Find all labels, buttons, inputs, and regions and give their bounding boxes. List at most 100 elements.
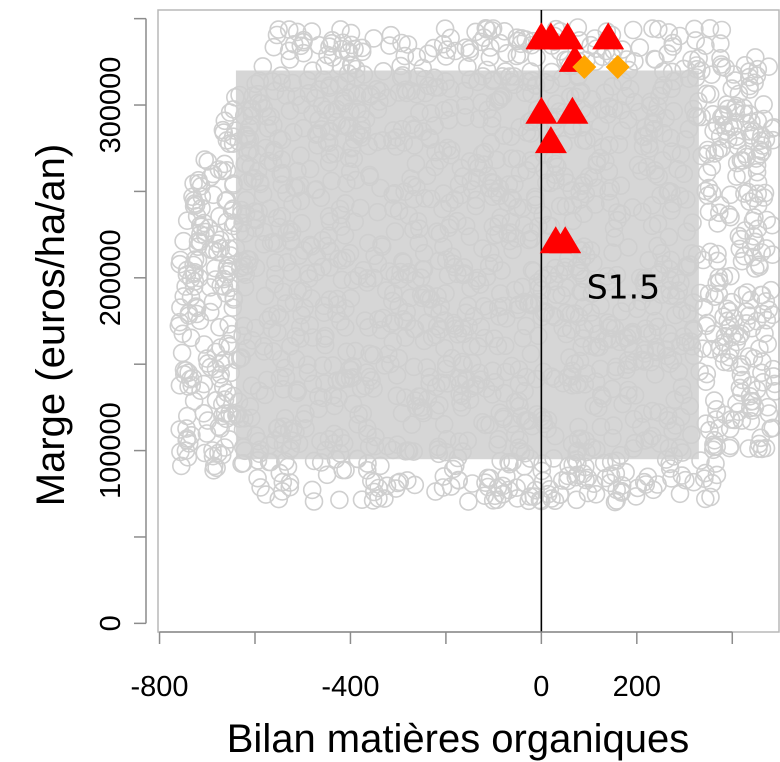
background-point: [436, 47, 456, 66]
background-point: [749, 434, 769, 454]
background-point: [711, 34, 730, 53]
background-point: [600, 473, 620, 493]
background-point: [177, 419, 196, 438]
background-point: [203, 292, 223, 312]
background-point: [584, 474, 604, 494]
background-point: [763, 130, 780, 150]
background-point: [721, 185, 740, 205]
background-point: [322, 33, 342, 53]
background-point: [682, 50, 701, 70]
background-point: [407, 47, 427, 67]
background-point: [762, 215, 780, 235]
background-point: [197, 424, 217, 443]
background-point-core: [235, 70, 699, 460]
background-point: [710, 127, 730, 146]
background-point: [763, 418, 780, 438]
background-point: [357, 460, 377, 480]
background-point: [270, 463, 290, 483]
background-point: [375, 489, 394, 508]
background-point: [187, 298, 207, 318]
background-point: [727, 394, 746, 413]
background-point: [211, 276, 230, 296]
background-point: [765, 374, 780, 394]
background-point: [171, 442, 190, 462]
background-point: [578, 468, 598, 488]
x-tick-label: 200: [613, 671, 661, 703]
background-point: [754, 95, 773, 114]
background-point: [659, 23, 679, 42]
triangle-point: [549, 226, 582, 254]
background-point: [181, 328, 201, 348]
background-point: [663, 37, 683, 56]
background-point: [737, 283, 757, 302]
background-point: [596, 468, 616, 488]
background-point: [702, 157, 722, 177]
background-point: [764, 118, 780, 137]
background-point: [184, 174, 203, 193]
background-point: [459, 492, 478, 511]
background-point: [441, 28, 460, 48]
background-point: [718, 130, 738, 149]
background-point: [716, 405, 735, 425]
background-point: [699, 178, 719, 198]
background-point: [267, 25, 287, 45]
background-point: [691, 451, 710, 470]
background-point: [616, 462, 635, 482]
background-point: [480, 468, 500, 488]
background-point: [460, 43, 480, 63]
background-point: [449, 470, 468, 490]
background-point: [201, 167, 220, 187]
background-point: [684, 472, 704, 492]
background-point: [336, 460, 355, 480]
background-point: [530, 490, 550, 510]
background-point: [204, 456, 224, 476]
background-point: [708, 214, 727, 233]
background-point: [264, 37, 284, 57]
triangle-point: [556, 96, 589, 124]
background-point: [434, 467, 454, 486]
background-point: [729, 226, 749, 246]
background-point: [752, 243, 772, 262]
background-point: [695, 463, 715, 483]
background-point: [764, 367, 780, 386]
background-point: [392, 33, 411, 53]
background-point: [318, 45, 337, 65]
background-point: [719, 205, 739, 224]
background-point: [507, 28, 527, 48]
background-point: [759, 57, 779, 76]
background-point: [733, 285, 753, 305]
background-point: [686, 31, 706, 50]
background-point: [204, 185, 223, 205]
background-point: [433, 478, 453, 497]
background-point: [745, 73, 764, 93]
triangle-point: [551, 22, 584, 50]
background-point: [443, 459, 463, 479]
background-point: [507, 478, 526, 498]
background-point: [287, 22, 307, 42]
background-point: [352, 38, 372, 58]
background-point: [607, 491, 626, 510]
y-tick-label: 300000: [95, 57, 127, 154]
background-point: [519, 491, 539, 511]
background-point: [480, 38, 500, 57]
background-point: [702, 339, 721, 359]
x-axis: -800 -400 0 200: [131, 631, 734, 703]
background-point: [737, 314, 756, 333]
background-point: [195, 150, 214, 169]
background-point: [763, 359, 780, 379]
x-tick-label: 0: [533, 671, 549, 703]
background-point: [676, 470, 695, 490]
background-point: [745, 208, 764, 227]
background-point: [714, 267, 734, 287]
background-point: [663, 33, 683, 53]
background-point: [757, 210, 777, 230]
background-point: [199, 218, 219, 238]
background-point: [714, 352, 734, 372]
x-tick-label: -800: [131, 671, 189, 703]
background-point: [185, 194, 204, 213]
background-point: [753, 142, 772, 161]
background-point: [725, 98, 745, 118]
background-point: [190, 268, 209, 288]
background-point: [280, 477, 300, 497]
background-point: [217, 265, 236, 284]
